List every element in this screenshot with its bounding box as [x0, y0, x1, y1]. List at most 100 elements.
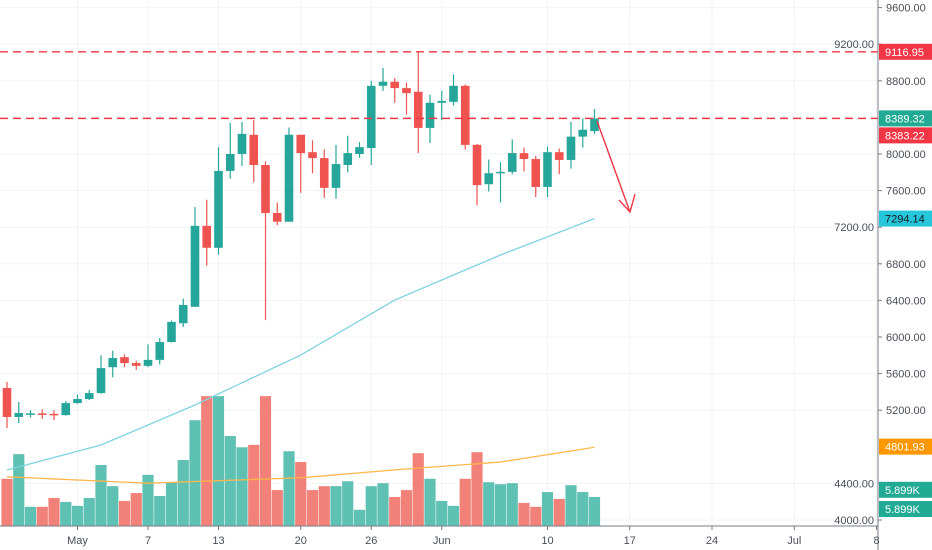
- candle-up: [84, 393, 94, 400]
- volume-bar: [377, 483, 389, 526]
- candle-down: [131, 363, 141, 366]
- price-labels: 9116.95 8389.32 8383.22 7294.14 4801.93 5.899…: [879, 43, 932, 518]
- candle-up: [543, 152, 552, 187]
- volume-bar: [588, 496, 601, 526]
- candle-down: [308, 152, 317, 159]
- volume-bar: [553, 498, 565, 526]
- price-axis[interactable]: 9600.00 9200.00 8800.00 8000.00 7600.00 7200.…: [834, 3, 926, 527]
- volume-bar: [389, 496, 401, 526]
- x-tick-label: 10: [541, 535, 553, 547]
- candle-up: [355, 147, 364, 154]
- down-arrow-drawing[interactable]: [596, 120, 636, 214]
- arrow-head-icon: [618, 193, 636, 214]
- volume-bar: [236, 447, 248, 526]
- x-tick-label: May: [67, 535, 88, 547]
- candle-down: [554, 152, 564, 160]
- candle-down: [49, 413, 59, 416]
- candle-up: [331, 164, 341, 188]
- volume-bar: [459, 478, 471, 526]
- volume-bar: [71, 505, 84, 526]
- volume-bar: [447, 505, 460, 526]
- volume-bar: [189, 420, 201, 526]
- x-tick-label: 17: [624, 535, 636, 547]
- price-label-text: 7294.14: [885, 214, 925, 226]
- x-tick-label: Jul: [787, 535, 801, 547]
- candle-up: [284, 134, 294, 222]
- candle-up: [73, 399, 82, 404]
- candle-up: [214, 170, 223, 248]
- price-ma: [6, 217, 595, 471]
- price-label-text: 4801.93: [885, 442, 925, 454]
- y-tick-label: 5200.00: [886, 405, 926, 417]
- volume-bar: [271, 490, 283, 526]
- candle-up: [449, 85, 458, 102]
- volume-bar: [118, 500, 131, 526]
- volume-bar: [483, 482, 495, 526]
- volume-bar: [342, 481, 354, 526]
- candle-up: [178, 304, 188, 324]
- candle-up: [61, 403, 71, 416]
- volume-bar: [400, 490, 413, 526]
- volume-ma-line: [6, 446, 595, 484]
- candle-down: [402, 88, 411, 94]
- volume-bar: [318, 486, 330, 526]
- y-tick-label: 8800.00: [886, 76, 926, 88]
- price-label-text: 5.899K: [885, 485, 921, 497]
- volume-bar: [201, 396, 213, 526]
- price-label-badge: [879, 501, 932, 518]
- volume-bar: [518, 502, 530, 526]
- y-tick-label: 8000.00: [886, 149, 926, 161]
- volume-bar: [1, 478, 13, 526]
- candle-down: [319, 158, 329, 188]
- y-tick-label: 4400.00: [834, 478, 874, 490]
- candle-down: [37, 413, 47, 415]
- candle-up: [484, 173, 494, 185]
- candle-down: [2, 387, 12, 417]
- candle-up: [190, 225, 200, 307]
- candle-up: [425, 102, 435, 128]
- price-label-text: 9116.95: [885, 47, 924, 59]
- candle-up: [343, 153, 353, 165]
- volume-bars: [1, 396, 601, 526]
- volume-bar: [530, 506, 542, 526]
- x-tick-label: 26: [365, 535, 377, 547]
- candle-up: [155, 342, 165, 360]
- price-label-badge: [879, 43, 932, 60]
- volume-bar: [95, 464, 107, 526]
- y-tick-label: 6800.00: [886, 259, 926, 271]
- candle-down: [202, 225, 212, 248]
- x-tick-label: 20: [295, 535, 307, 547]
- volume-bar: [130, 493, 142, 526]
- candle-down: [261, 164, 270, 214]
- price-label-text: 8389.32: [885, 113, 925, 125]
- candle-down: [120, 357, 129, 364]
- horizontal-lines[interactable]: [0, 51, 878, 120]
- candle-up: [167, 321, 176, 343]
- candle-down: [519, 153, 529, 160]
- volume-bar: [154, 495, 166, 526]
- candles: [2, 51, 599, 429]
- candle-up: [507, 153, 517, 172]
- candle-up: [566, 136, 576, 160]
- volume-bar: [412, 453, 424, 526]
- candle-up: [14, 413, 24, 417]
- price-ma-line: [6, 217, 595, 471]
- volume-bar: [224, 435, 236, 526]
- y-tick-label: 4000.00: [834, 515, 874, 527]
- candle-down: [460, 85, 470, 145]
- candle-up: [496, 171, 505, 174]
- price-label-badge: [879, 481, 932, 498]
- time-axis[interactable]: May 7 13 20 26 Jun 10 17 24 Jul 8: [67, 526, 880, 547]
- volume-bar: [283, 451, 295, 526]
- y-tick-label: 6000.00: [886, 332, 926, 344]
- candle-up: [237, 133, 247, 154]
- volume-bar: [306, 490, 319, 526]
- volume-bar: [330, 486, 342, 526]
- x-tick-label: 8: [873, 535, 879, 547]
- volume-bar: [424, 478, 436, 526]
- y-tick-label: 7600.00: [886, 186, 926, 198]
- volume-bar: [177, 460, 189, 526]
- volume-bar: [48, 497, 60, 526]
- candle-down: [413, 91, 423, 128]
